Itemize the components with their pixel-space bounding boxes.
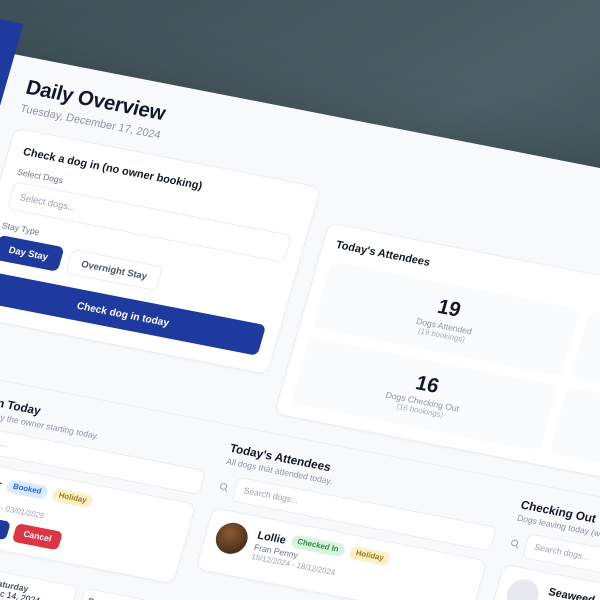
check-in-button[interactable]: Check In: [0, 511, 11, 541]
search-row: Search dogs...: [507, 530, 600, 600]
dog-name: Jasper: [0, 471, 4, 491]
search-row: Search dogs...: [216, 474, 497, 552]
avatar: [502, 576, 543, 600]
lists-row: Checking In TodayBookings made by the ow…: [0, 385, 600, 600]
list-column: Today's Attendees All dogs that attended …: [190, 442, 506, 600]
stat-card: 0Dogs Checked Out(0 bookings): [548, 386, 600, 502]
dog-name: Seaweed: [547, 584, 597, 600]
list-column: Checking Out Today Dogs leaving today (wi…: [481, 498, 600, 600]
stat-sublabel: (0 bookings): [560, 434, 600, 488]
main-content: Daily Overview Tuesday, December 17, 202…: [0, 54, 600, 600]
avatar: [212, 520, 252, 557]
cancel-button[interactable]: Cancel: [11, 523, 63, 551]
search-icon: [511, 539, 519, 549]
search-icon: [220, 482, 228, 492]
check-in-card: Check a dog in (no owner booking) Select…: [0, 127, 322, 375]
stat-label: Dogs Checked Out: [562, 425, 600, 480]
